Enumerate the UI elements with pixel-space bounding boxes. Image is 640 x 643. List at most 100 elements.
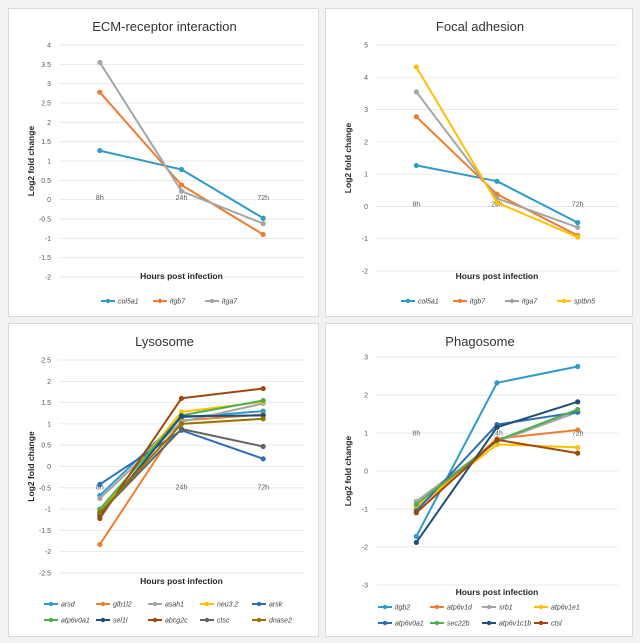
chart3-legend-marker-atp6v1c1b bbox=[486, 620, 492, 626]
chart2-y-tick-label: 0 bbox=[47, 464, 51, 471]
chart1-data-point-col5a1 bbox=[494, 178, 500, 184]
chart3-legend-marker-atp6v1d bbox=[434, 604, 440, 610]
chart1-legend-label-sptbn5: sptbn5 bbox=[574, 299, 595, 306]
chart1-title: Focal adhesion bbox=[436, 19, 524, 34]
chart2-data-point-dnase2 bbox=[178, 421, 185, 427]
chart3-data-point-itgb2 bbox=[494, 380, 500, 386]
chart3-data-point-itgb2 bbox=[575, 363, 581, 370]
chart1-legend-marker-sptbn5 bbox=[561, 298, 567, 304]
chart-panel-phagosome: Phagosome 3 2 1 0 -1 -2 -3 8h 24h 72h Hours post in… bbox=[325, 323, 633, 637]
chart-svg-lysosome: Lysosome 2.5 2 1.5 1 0.5 0 -0.5 -1 -1.5 -2 -2.5 8h 24… bbox=[26, 334, 304, 625]
chart0-y-tick-label: 3 bbox=[47, 81, 51, 88]
chart3-legend-marker-ctsl bbox=[538, 620, 544, 626]
chart1-data-point-col5a1 bbox=[575, 219, 581, 226]
chart2-data-point-dnase2 bbox=[260, 416, 266, 422]
chart2-data-point-glb1l2 bbox=[97, 541, 103, 548]
chart3-x-axis-title: Hours post infection bbox=[456, 587, 539, 597]
chart3-x-tick-label: 72h bbox=[572, 430, 584, 437]
chart0-y-tick-label: 1 bbox=[47, 159, 51, 166]
chart2-y-tick-label: -2 bbox=[45, 549, 51, 556]
chart0-y-axis-title: Log2 fold change bbox=[26, 126, 36, 197]
chart1-legend-marker-col5a1 bbox=[405, 298, 411, 304]
chart2-data-point-abcg2c bbox=[178, 395, 185, 401]
chart2-legend-marker-neu3-2 bbox=[204, 601, 210, 607]
chart2-y-tick-label: 1.5 bbox=[41, 400, 51, 407]
chart3-legend-label-srb1: srb1 bbox=[499, 605, 513, 612]
chart0-y-tick-label: 1.5 bbox=[41, 139, 51, 146]
chart2-y-tick-label: -2.5 bbox=[39, 571, 51, 578]
chart3-data-point-atp6v1d bbox=[575, 427, 581, 433]
chart1-legend-label-col5a1: col5a1 bbox=[418, 299, 439, 306]
chart1-y-tick-label: 2 bbox=[364, 139, 368, 146]
chart2-y-tick-label: 1 bbox=[47, 421, 51, 428]
chart0-data-point-itgb7 bbox=[260, 231, 266, 238]
chart0-y-tick-label: 0 bbox=[47, 197, 51, 204]
chart3-legend-label-itgb2: itgb2 bbox=[395, 605, 410, 612]
chart1-data-point-itga7 bbox=[575, 224, 581, 231]
chart2-legend-marker-abcg2c bbox=[152, 617, 158, 623]
chart3-y-tick-label: -2 bbox=[362, 545, 368, 552]
chart2-y-tick-label: 2 bbox=[47, 379, 51, 386]
chart3-data-point-atp6v1c1b bbox=[575, 399, 581, 405]
chart2-legend-marker-arsd bbox=[48, 601, 54, 607]
chart0-x-tick-label: 72h bbox=[257, 195, 269, 202]
chart3-data-point-atp6v1c1b bbox=[413, 539, 419, 546]
chart0-legend-label-itga7: itga7 bbox=[222, 299, 238, 306]
chart0-y-tick-label: 2.5 bbox=[41, 101, 51, 108]
chart1-data-point-itgb7 bbox=[413, 114, 419, 120]
chart3-data-point-sec22b bbox=[575, 406, 581, 413]
chart2-data-point-arsk bbox=[97, 481, 103, 487]
chart2-data-point-sel1l bbox=[178, 413, 185, 419]
chart0-y-tick-label: -0.5 bbox=[39, 217, 51, 224]
chart-panel-ecm-receptor: ECM-receptor interaction 4 3.5 3 2.5 2 1.5 1 0.5… bbox=[8, 8, 319, 317]
chart3-legend-label-atp6v0a1: atp6v0a1 bbox=[395, 621, 424, 628]
chart1-y-tick-label: 1 bbox=[364, 172, 368, 179]
chart0-data-point-itgb7 bbox=[97, 89, 103, 95]
chart1-data-point-sptbn5 bbox=[575, 234, 581, 240]
chart3-y-tick-label: 0 bbox=[364, 469, 368, 476]
chart2-legend-label-arsk: arsk bbox=[269, 602, 283, 609]
chart3-legend-marker-itgb2 bbox=[382, 604, 388, 610]
chart1-x-tick-label: 8h bbox=[412, 201, 420, 208]
chart2-legend-label-neu3-2: neu3.2 bbox=[217, 602, 239, 609]
chart2-legend-label-atp6v0a1: atp6v0a1 bbox=[61, 618, 90, 625]
chart0-y-tick-label: -1.5 bbox=[39, 255, 51, 262]
chart3-legend-label-atp6v1d: atp6v1d bbox=[447, 605, 473, 612]
chart2-title: Lysosome bbox=[135, 334, 194, 349]
chart3-y-tick-label: -3 bbox=[362, 583, 368, 590]
chart2-x-tick-label: 8h bbox=[96, 484, 104, 491]
chart1-legend-marker-itgb7 bbox=[457, 298, 463, 304]
chart-svg-phagosome: Phagosome 3 2 1 0 -1 -2 -3 8h 24h 72h Hours post in… bbox=[343, 334, 618, 628]
chart2-legend-label-dnase2: dnase2 bbox=[269, 618, 292, 625]
chart0-legend-label-itgb7: itgb7 bbox=[170, 299, 186, 306]
chart0-title: ECM-receptor interaction bbox=[92, 19, 237, 34]
chart3-legend-marker-sec22b bbox=[434, 620, 440, 626]
chart0-y-tick-label: 2 bbox=[47, 120, 51, 127]
chart0-data-point-itgb7 bbox=[178, 182, 185, 188]
chart2-y-axis-title: Log2 fold change bbox=[26, 431, 36, 502]
chart2-y-tick-label: -1 bbox=[45, 507, 51, 514]
chart1-y-tick-label: 0 bbox=[364, 204, 368, 211]
chart0-data-point-col5a1 bbox=[260, 215, 266, 221]
chart1-legend-marker-itga7 bbox=[509, 298, 515, 304]
chart2-y-tick-label: 0.5 bbox=[41, 443, 51, 450]
chart3-legend-label-atp6v1c1b: atp6v1c1b bbox=[499, 621, 531, 628]
chart1-y-tick-label: 4 bbox=[364, 75, 368, 82]
chart1-y-tick-label: -1 bbox=[362, 236, 368, 243]
chart1-x-tick-label: 72h bbox=[572, 201, 584, 208]
chart2-x-axis-title: Hours post infection bbox=[140, 576, 223, 586]
chart3-data-point-sec22b bbox=[413, 501, 419, 508]
chart3-legend-marker-atp6v1e1 bbox=[538, 604, 544, 610]
chart2-legend-label-sel1l: sel1l bbox=[113, 618, 128, 625]
chart1-y-tick-label: 5 bbox=[364, 43, 368, 50]
chart3-title: Phagosome bbox=[445, 334, 514, 349]
chart3-y-tick-label: -1 bbox=[362, 507, 368, 514]
chart1-legend-label-itgb7: itgb7 bbox=[470, 299, 486, 306]
chart0-y-tick-label: -1 bbox=[45, 236, 51, 243]
chart0-data-point-itga7 bbox=[260, 221, 266, 227]
chart3-series-line-ctsl bbox=[415, 438, 578, 514]
chart3-series-line-itgb2 bbox=[415, 365, 578, 537]
chart0-data-point-col5a1 bbox=[97, 147, 103, 154]
